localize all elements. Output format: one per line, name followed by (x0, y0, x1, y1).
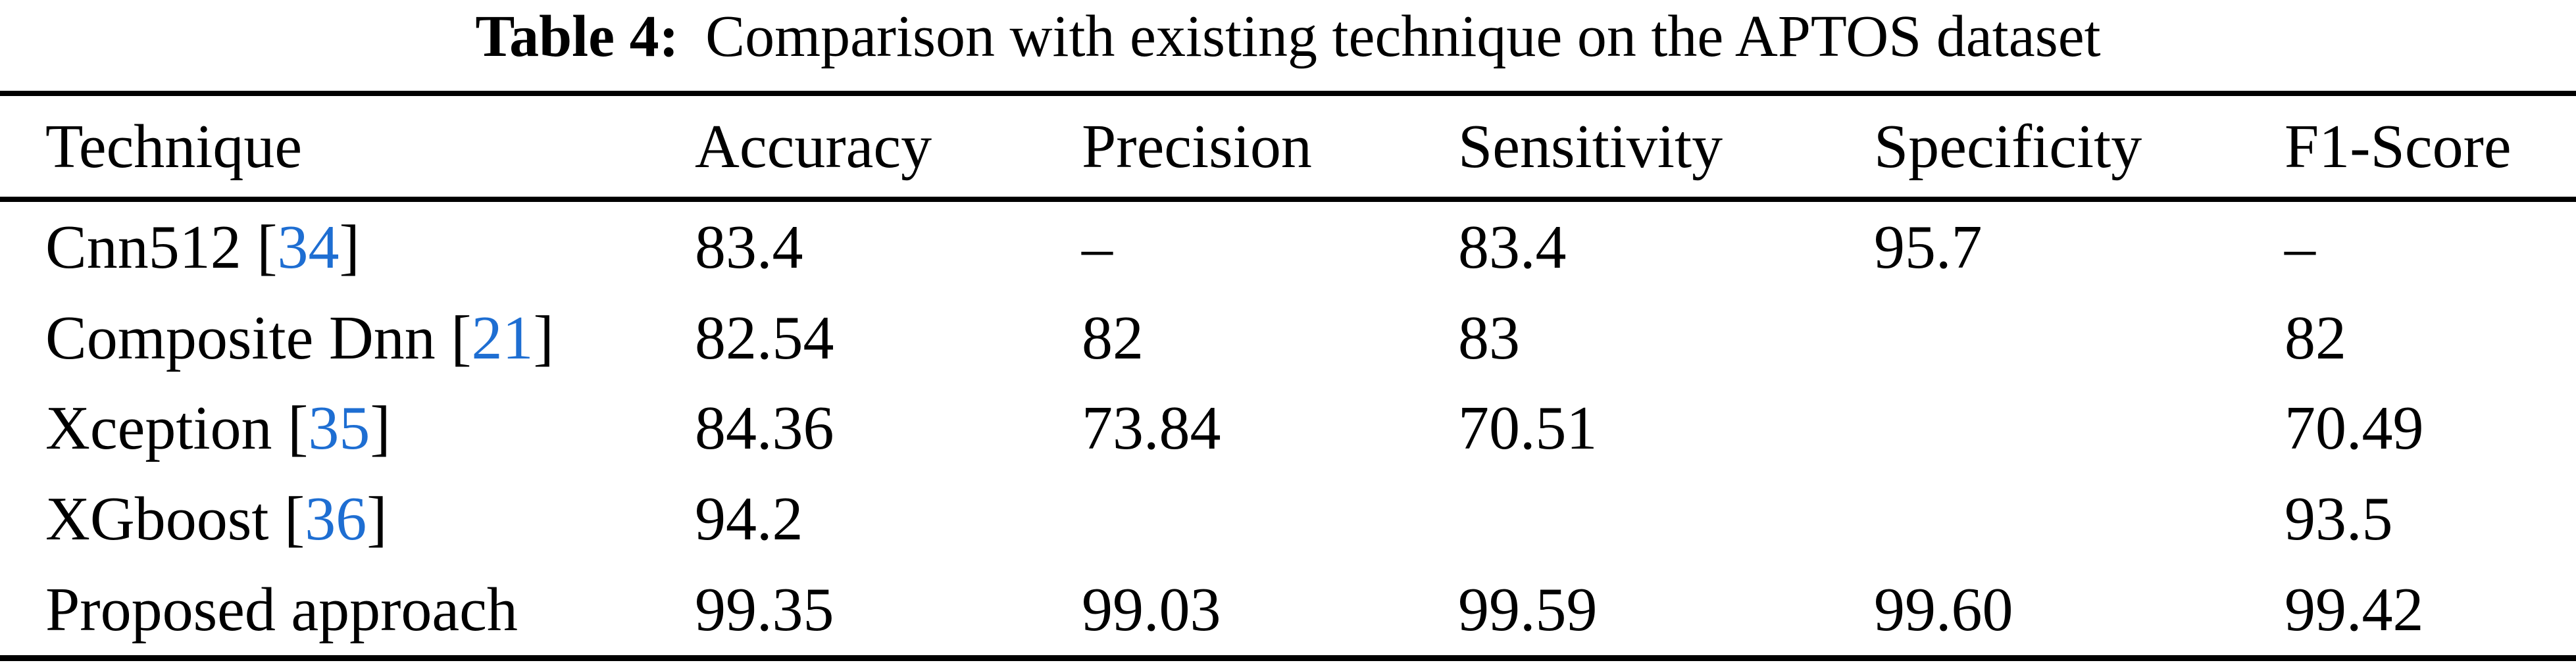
accuracy-cell: 94.2 (695, 485, 803, 554)
technique-name: XGboost (45, 485, 269, 554)
sensitivity-cell: 70.51 (1458, 394, 1598, 463)
column-header-technique: Technique (45, 112, 303, 181)
precision-cell: 99.03 (1082, 576, 1221, 645)
accuracy-cell: 99.35 (695, 576, 834, 645)
technique-name: Cnn512 (45, 212, 241, 282)
table-caption-text: Comparison with existing technique on th… (705, 4, 2101, 69)
table-header-row: Technique Accuracy Precision Sensitivity… (0, 91, 2576, 202)
sensitivity-cell: 99.59 (1458, 576, 1598, 645)
table-caption: Table 4: Comparison with existing techni… (0, 0, 2576, 91)
citation-close-bracket: ] (370, 394, 391, 463)
sensitivity-cell: 83 (1458, 303, 1520, 372)
accuracy-cell: 82.54 (695, 303, 834, 372)
f1-score-cell: 93.5 (2285, 485, 2393, 554)
column-header-accuracy: Accuracy (695, 112, 932, 181)
table-body: Cnn512 [34] 83.4 – 83.4 95.7 – Composite… (0, 202, 2576, 661)
citation-ref: [36] (268, 485, 388, 554)
precision-cell: 73.84 (1082, 394, 1221, 463)
accuracy-cell: 83.4 (695, 212, 803, 282)
column-header-specificity: Specificity (1874, 112, 2142, 181)
specificity-cell: 95.7 (1874, 212, 1983, 282)
citation-ref: [34] (241, 213, 360, 282)
f1-score-cell: – (2285, 212, 2315, 282)
citation-open-bracket: [ (288, 394, 309, 463)
citation-ref: [35] (272, 394, 391, 462)
f1-score-cell: 82 (2285, 303, 2346, 372)
technique-name: Composite Dnn (45, 303, 436, 372)
f1-score-cell: 70.49 (2285, 394, 2424, 463)
column-header-sensitivity: Sensitivity (1458, 112, 1723, 181)
technique-cell: Cnn512 [34] (45, 212, 695, 283)
citation-ref: [21] (436, 304, 554, 372)
citation-open-bracket: [ (257, 212, 278, 282)
citation-open-bracket: [ (451, 303, 472, 372)
technique-cell: Proposed approach (45, 574, 695, 645)
citation-close-bracket: ] (533, 303, 554, 372)
technique-name: Xception (45, 394, 272, 463)
table-caption-label: Table 4: (475, 4, 679, 69)
citation-link[interactable]: 21 (471, 303, 534, 372)
column-header-f1-score: F1-Score (2285, 112, 2512, 181)
f1-score-cell: 99.42 (2285, 576, 2424, 645)
citation-close-bracket: ] (339, 212, 360, 282)
specificity-cell: 99.60 (1874, 576, 2013, 645)
precision-cell: – (1082, 212, 1113, 282)
technique-cell: Composite Dnn [21] (45, 303, 695, 374)
technique-cell: XGboost [36] (45, 483, 695, 555)
citation-close-bracket: ] (366, 485, 388, 554)
citation-link[interactable]: 34 (277, 212, 340, 282)
precision-cell: 82 (1082, 303, 1144, 372)
technique-cell: Xception [35] (45, 393, 695, 464)
citation-link[interactable]: 36 (305, 485, 367, 554)
column-header-precision: Precision (1082, 112, 1312, 181)
technique-name: Proposed approach (45, 576, 518, 645)
comparison-table: Technique Accuracy Precision Sensitivity… (0, 91, 2576, 661)
sensitivity-cell: 83.4 (1458, 212, 1567, 282)
citation-open-bracket: [ (284, 485, 305, 554)
citation-link[interactable]: 35 (308, 394, 370, 463)
accuracy-cell: 84.36 (695, 394, 834, 463)
